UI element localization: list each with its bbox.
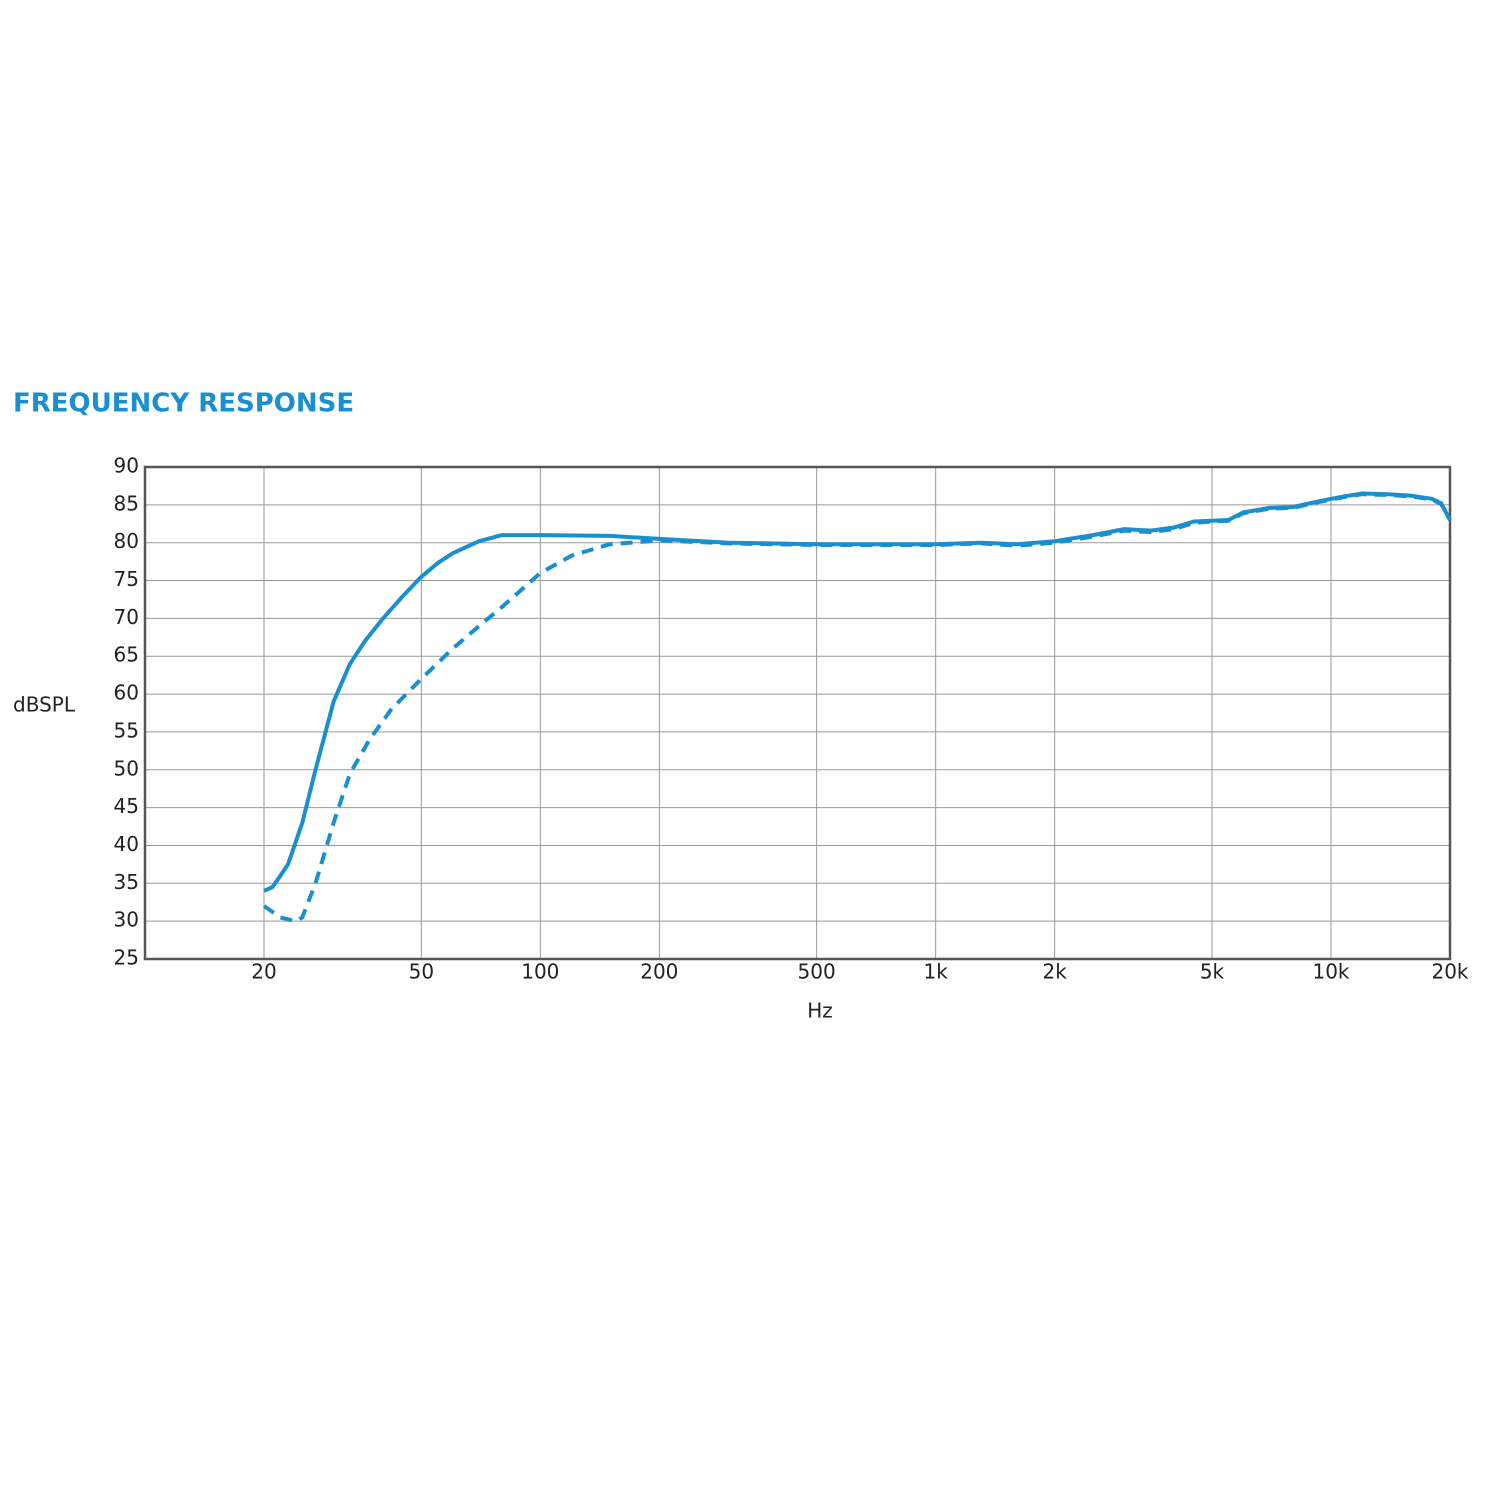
x-tick-label: 500: [798, 960, 836, 984]
x-tick-label: 2k: [1043, 960, 1068, 984]
x-tick-label: 20k: [1431, 960, 1468, 984]
x-tick-label: 200: [640, 960, 678, 984]
y-tick-label: 25: [114, 946, 139, 970]
x-tick-label: 50: [409, 960, 434, 984]
x-tick-label: 10k: [1312, 960, 1349, 984]
x-axis-label: Hz: [807, 999, 833, 1023]
y-tick-label: 35: [114, 870, 139, 894]
y-tick-label: 50: [114, 756, 139, 780]
y-tick-label: 75: [114, 567, 139, 591]
y-tick-label: 70: [114, 605, 139, 629]
chart-title: FREQUENCY RESPONSE: [13, 389, 354, 419]
y-tick-label: 90: [114, 454, 139, 478]
y-tick-label: 80: [114, 529, 139, 553]
y-tick-label: 45: [114, 794, 139, 818]
y-tick-label: 40: [114, 832, 139, 856]
x-tick-label: 20: [251, 960, 276, 984]
x-tick-label: 1k: [924, 960, 949, 984]
y-tick-label: 55: [114, 718, 139, 742]
response-line: [263, 491, 1452, 893]
x-tick-label: 5k: [1200, 960, 1225, 984]
response-line: [262, 492, 1452, 924]
y-axis-label: dBSPL: [13, 693, 76, 717]
y-tick-label: 60: [114, 681, 139, 705]
y-tick-label: 30: [114, 908, 139, 932]
y-tick-label: 65: [114, 643, 139, 667]
y-tick-label: 85: [114, 491, 139, 515]
x-tick-label: 100: [521, 960, 559, 984]
plot-frame: [143, 465, 1452, 961]
